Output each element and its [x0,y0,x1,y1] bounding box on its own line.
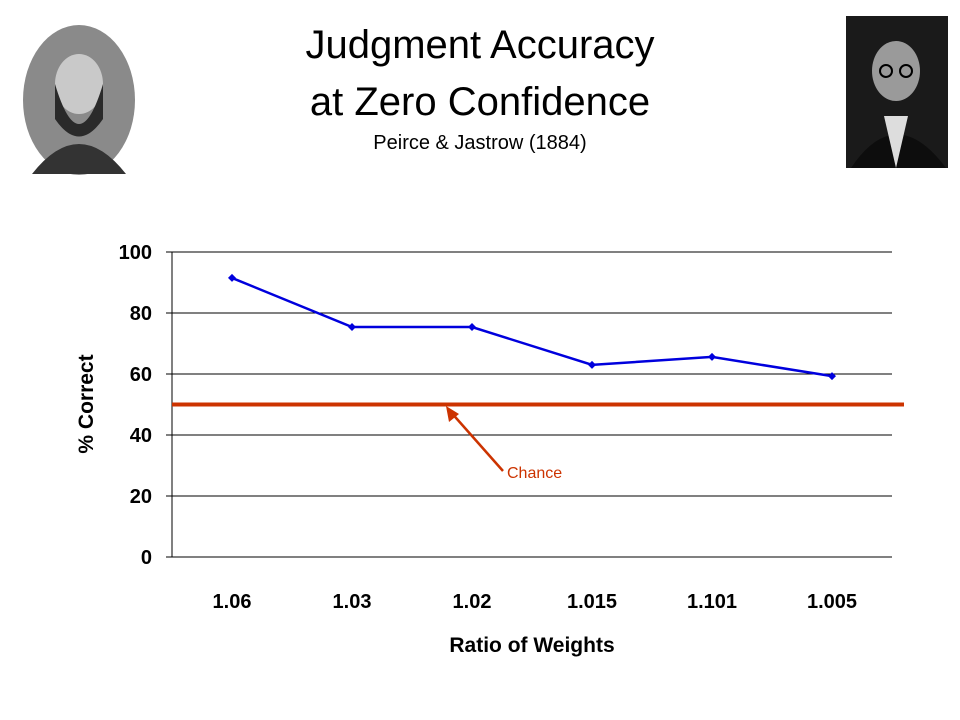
y-tick-label: 0 [141,547,152,569]
x-tick-label: 1.06 [213,591,252,613]
data-point [708,352,716,361]
data-point [468,323,476,332]
x-axis-label: Ratio of Weights [449,634,614,657]
data-point [828,372,836,381]
subtitle: Peirce & Jastrow (1884) [373,132,587,154]
y-tick-label: 100 [119,242,152,264]
x-tick-label: 1.02 [453,591,492,613]
data-point [348,323,356,332]
y-tick-label: 20 [130,486,152,508]
x-tick-label: 1.101 [687,591,737,613]
x-tick-label: 1.03 [333,591,372,613]
series-line [231,276,833,378]
y-tick-label: 80 [130,303,152,325]
x-tick-label: 1.015 [567,591,617,613]
y-tick-label: 60 [130,364,152,386]
title-line-2: at Zero Confidence [309,80,651,124]
y-axis-label: % Correct [75,354,98,453]
chance-arrow [446,406,504,472]
data-point [228,273,236,282]
x-tick-label: 1.005 [807,591,857,613]
data-point [588,360,596,369]
y-tick-label: 40 [130,425,152,447]
portrait-right [846,16,948,168]
chance-label: Chance [507,465,562,482]
title-line-1: Judgment Accuracy [305,23,655,67]
portrait-left [23,25,135,175]
